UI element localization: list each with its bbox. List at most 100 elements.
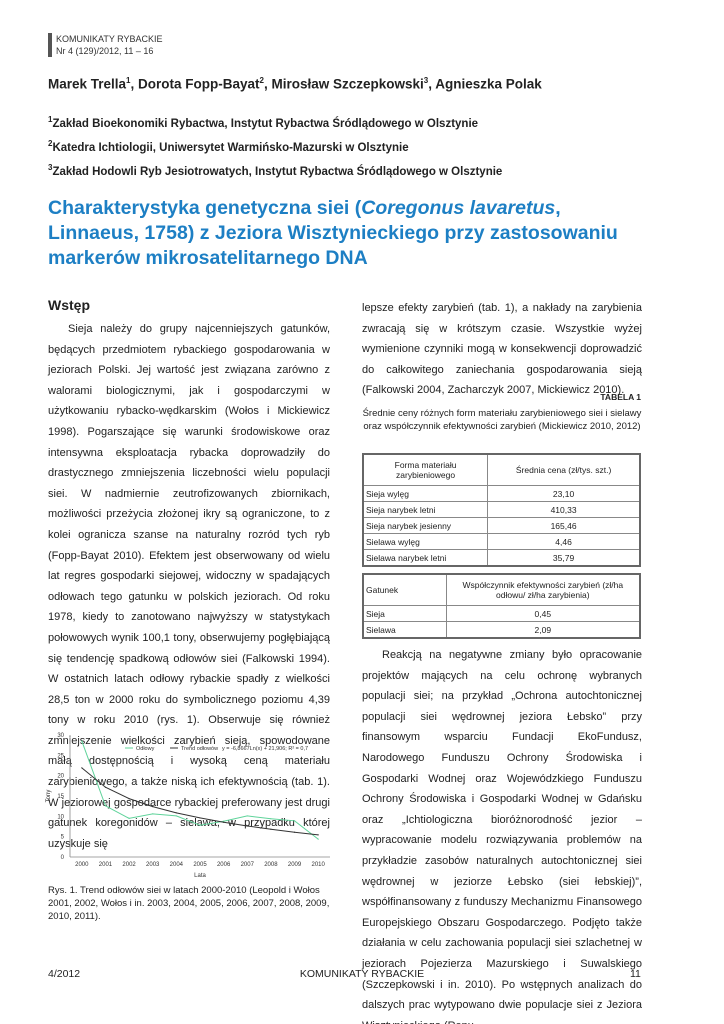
cell: Sielawa [362, 621, 447, 639]
x-tick-label: 2002 [122, 862, 136, 868]
data-point [293, 820, 296, 822]
table-header-row: Gatunek Współczynnik efektywności zarybie… [362, 573, 641, 606]
x-tick-label: 2004 [170, 862, 184, 868]
affiliation: 2Katedra Ichtiologii, Uniwersytet Warmiń… [48, 134, 502, 158]
x-tick-label: 2006 [217, 862, 231, 868]
title-species: Coregonus lavaretus [361, 197, 556, 219]
data-point [104, 805, 107, 807]
y-tick-label: 5 [61, 835, 65, 841]
cell: Sieja narybek jesienny [362, 517, 489, 534]
data-point [81, 767, 83, 769]
table-row: Sielawa wylęg 4,46 [362, 533, 641, 550]
title-text: , Linnaeus, 1758) z Jeziora Wisztyniecki… [48, 197, 618, 269]
data-point [293, 831, 296, 833]
affiliations: 1Zakład Bioekonomiki Rybactwa, Instytut … [48, 110, 502, 181]
data-point [223, 820, 225, 822]
x-tick-label: 2000 [75, 862, 89, 868]
section-heading: Wstęp [48, 297, 90, 313]
authors: Marek Trella1, Dorota Fopp-Bayat2, Miros… [48, 76, 542, 92]
catch-trend-chart: 0 5 10 15 20 25 30 2000 2001 2002 2003 2004 2005 2006… [46, 733, 330, 879]
data-point [246, 815, 248, 817]
cell: Sieja wylęg [362, 485, 489, 502]
x-tick-label: 2008 [264, 862, 278, 868]
table-row: Sieja wylęg 23,10 [362, 485, 641, 502]
y-tick-label: 0 [61, 855, 65, 861]
y-tick-label: 20 [57, 774, 64, 780]
y-tick-label: 25 [57, 753, 64, 759]
footer-date: 4/2012 [48, 968, 81, 980]
journal-issue: Nr 4 (129)/2012, 11 – 16 [56, 46, 154, 56]
data-point [152, 813, 154, 815]
table-row: Sielawa 2,09 [362, 621, 641, 639]
cell: Sielawa wylęg [362, 533, 489, 550]
x-tick-label: 2010 [312, 862, 326, 868]
journal-header: KOMUNIKATY RYBACKIE Nr 4 (129)/2012, 11 … [48, 33, 163, 57]
data-point [175, 815, 177, 817]
article-title: Charakterystyka genetyczna siei (Coregon… [48, 196, 648, 271]
data-point [81, 740, 83, 742]
data-point [104, 786, 107, 788]
title-text: Charakterystyka genetyczna siei ( [48, 197, 362, 219]
data-point [317, 834, 319, 836]
x-tick-label: 2007 [241, 862, 255, 868]
data-point [128, 798, 130, 800]
table-row: Sielawa narybek letni 35,79 [362, 549, 641, 567]
data-point [317, 838, 319, 840]
series-line-catch [81, 740, 319, 840]
cell: 0,45 [445, 605, 641, 622]
data-point [270, 828, 272, 830]
paragraph: Sieja należy do grupy najcenniejszych ga… [48, 323, 330, 850]
x-tick-label: 2009 [288, 862, 302, 868]
header-cell: Współczynnik efektywności zarybień (zł/h… [445, 573, 641, 606]
x-axis-label: Lata [194, 873, 206, 879]
affil-text: Zakład Bioekonomiki Rybactwa, Instytut R… [52, 117, 479, 130]
cell: 4,46 [487, 533, 641, 550]
affil-sup: 2 [48, 138, 53, 148]
data-point [175, 812, 177, 814]
data-point [223, 821, 225, 823]
paragraph: lepsze efekty zarybień (tab. 1), a nakła… [362, 302, 642, 397]
cell: 23,10 [487, 485, 641, 502]
affil-sup: 3 [48, 162, 53, 172]
author: Mirosław Szczepkowski [271, 76, 424, 92]
efficiency-table: Gatunek Współczynnik efektywności zarybie… [362, 573, 641, 639]
author: Agnieszka Polak [435, 76, 542, 92]
legend-label: Trend odłowów [181, 746, 218, 752]
x-tick-label: 2003 [146, 862, 160, 868]
prices-table: Forma materiału zarybieniowego Średnia ce… [362, 453, 641, 567]
affil-sup: 1 [48, 115, 53, 124]
affiliation: 3Zakład Hodowli Ryb Jesiotrowatych, Inst… [48, 158, 502, 182]
cell: Sieja [362, 605, 447, 622]
author-sup: 1 [126, 76, 131, 85]
author: Marek Trella [48, 76, 127, 92]
affiliation: 1Zakład Bioekonomiki Rybactwa, Instytut … [48, 110, 502, 134]
author-sup: 3 [423, 76, 429, 85]
cell: 35,79 [487, 549, 641, 567]
cell: 165,46 [487, 517, 641, 534]
paragraph: Reakcją na negatywne zmiany było opracow… [362, 649, 642, 1024]
table-header-row: Forma materiału zarybieniowego Średnia ce… [362, 453, 641, 486]
table-row: Sieja narybek letni 410,33 [362, 501, 641, 518]
table-row: Sieja 0,45 [362, 605, 641, 622]
y-tick-label: 30 [57, 733, 64, 739]
data-point [199, 817, 201, 819]
affil-text: Katedra Ichtiologii, Uniwersytet Warmińs… [52, 141, 409, 154]
x-tick-label: 2005 [193, 862, 207, 868]
cell: 2,09 [445, 621, 641, 639]
header-cell: Gatunek [362, 573, 447, 606]
y-axis-label: Tony [46, 790, 52, 803]
data-point [246, 825, 248, 827]
trend-equation: y = -6,8667Ln(x) + 21,906; R² = 0,7 [222, 746, 308, 752]
x-tick-label: 2001 [99, 862, 113, 868]
author-sup: 2 [259, 76, 264, 85]
data-point [270, 818, 272, 820]
y-tick-label: 15 [57, 794, 64, 800]
page-number: 11 [630, 968, 641, 980]
header-cell: Forma materiału zarybieniowego [362, 453, 489, 486]
footer-journal: KOMUNIKATY RYBACKIE [299, 968, 425, 980]
data-point [199, 824, 201, 826]
affil-text: Zakład Hodowli Ryb Jesiotrowatych, Insty… [52, 165, 503, 178]
cell: Sielawa narybek letni [362, 549, 489, 567]
data-point [152, 806, 154, 808]
